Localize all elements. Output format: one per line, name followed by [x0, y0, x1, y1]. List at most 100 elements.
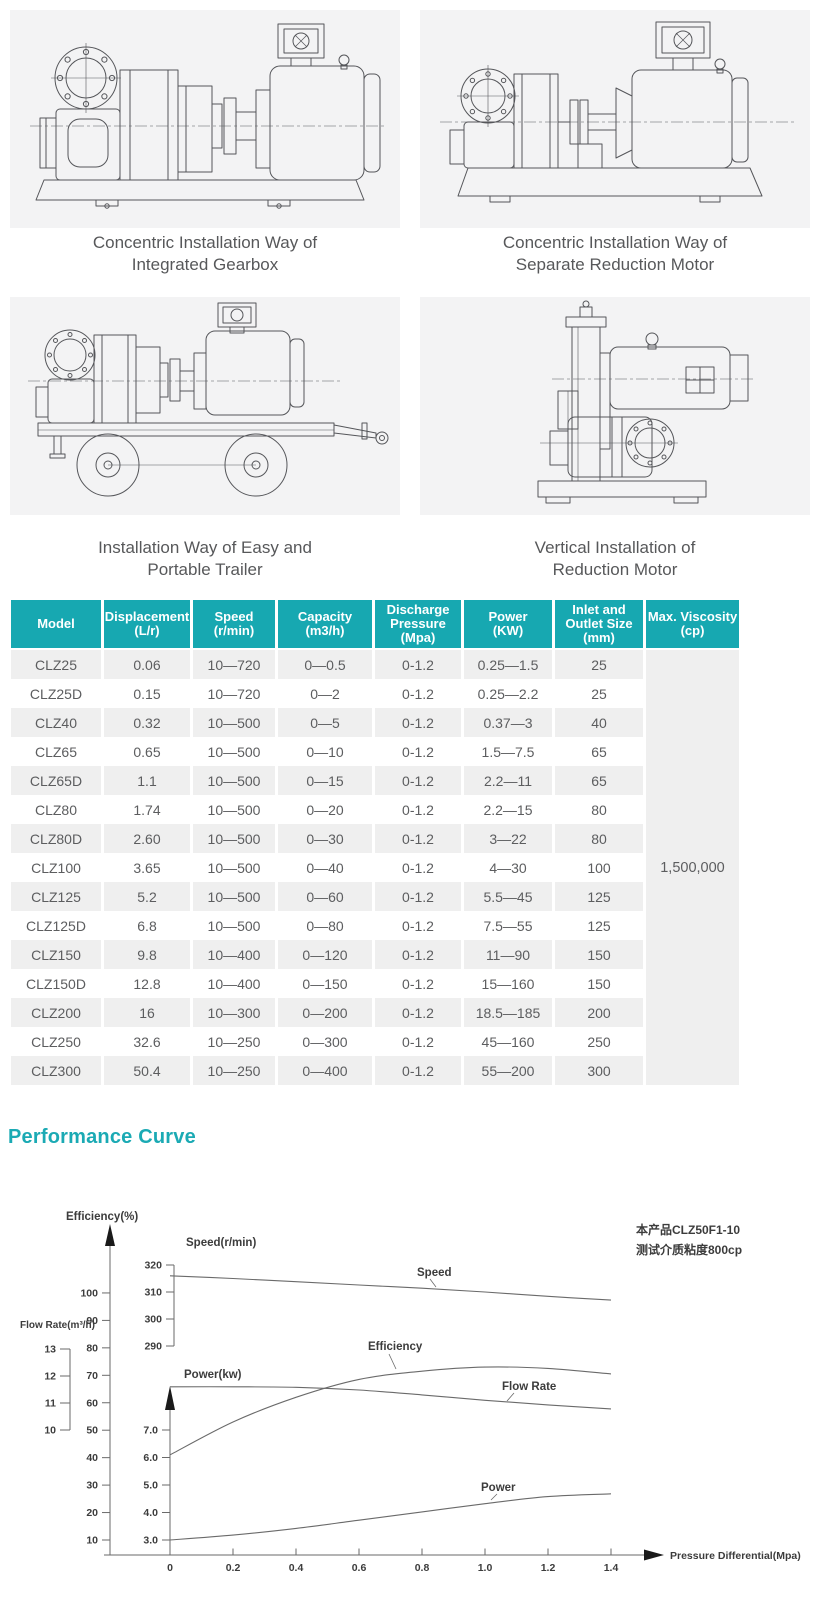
table-cell: 0—120	[278, 940, 372, 969]
table-row: CLZ25 0.06 10—720 0—0.5 0-1.2 0.25—1.5 25 1,500…	[11, 650, 739, 1085]
table-row: CLZ125 5.2 10—500 0—60 0-1.2 5.5—45 125	[11, 882, 739, 911]
efficiency-tick-label: 60	[86, 1397, 98, 1409]
table-cell: 0-1.2	[375, 737, 461, 766]
column-header: Speed (r/min)	[193, 600, 275, 650]
drawing-caption: Concentric Installation Way of Integrate…	[10, 232, 400, 277]
table-cell: 50.4	[104, 1056, 190, 1085]
table-cell: 10—500	[193, 882, 275, 911]
flow-tick-label: 11	[45, 1398, 56, 1410]
efficiency-tick-label: 70	[86, 1370, 98, 1382]
table-cell: 0-1.2	[375, 940, 461, 969]
table-cell: CLZ150D	[11, 969, 101, 998]
table-cell: 0.37—3	[464, 708, 552, 737]
column-header: Displacement (L/r)	[104, 600, 190, 650]
efficiency-tick-label: 50	[86, 1425, 98, 1437]
table-row: CLZ250 32.6 10—250 0—300 0-1.2 45—160 250	[11, 1027, 739, 1056]
section-title: Performance Curve	[8, 1126, 196, 1148]
power-axis-arrow	[165, 1386, 175, 1410]
caption-line: Concentric Installation Way of	[502, 233, 728, 252]
table-cell: 3.65	[104, 853, 190, 882]
table-cell: 0—200	[278, 998, 372, 1027]
flow-axis-title: Flow Rate(m³/h)	[20, 1320, 95, 1331]
curve-flow	[169, 1386, 612, 1410]
drawing-caption: Installation Way of Easy and Portable Tr…	[10, 537, 400, 582]
table-cell: 0—150	[278, 969, 372, 998]
table-cell: 10—500	[193, 737, 275, 766]
x-tick-label: 1.2	[541, 1562, 556, 1574]
drawing-vertical-installation	[420, 297, 810, 515]
table-cell: 10—400	[193, 969, 275, 998]
power-tick-label: 5.0	[143, 1480, 158, 1492]
x-tick-label: 0.4	[289, 1562, 304, 1574]
table-cell: 10—500	[193, 824, 275, 853]
table-cell: 16	[104, 998, 190, 1027]
table-cell: 0—15	[278, 766, 372, 795]
table-cell: CLZ80D	[11, 824, 101, 853]
table-cell: 55—200	[464, 1056, 552, 1085]
table-cell: 10—400	[193, 940, 275, 969]
caption-line: Installation Way of Easy and	[98, 538, 312, 557]
table-cell: 40	[555, 708, 643, 737]
x-tick-label: 0.8	[415, 1562, 430, 1574]
table-cell: 0.32	[104, 708, 190, 737]
table-row: CLZ25D 0.15 10—720 0—2 0-1.2 0.25—2.2 25	[11, 679, 739, 708]
efficiency-axis-arrow	[105, 1224, 115, 1246]
table-cell: 0-1.2	[375, 766, 461, 795]
x-tick-label: 0.6	[352, 1562, 367, 1574]
curve-efficiency	[169, 1366, 612, 1456]
table-cell: CLZ40	[11, 708, 101, 737]
table-cell: 18.5—185	[464, 998, 552, 1027]
flow-tick-label: 10	[44, 1425, 56, 1437]
table-cell: 25	[555, 679, 643, 708]
table-cell: 11—90	[464, 940, 552, 969]
efficiency-tick-label: 30	[86, 1480, 98, 1492]
table-cell: 0-1.2	[375, 1027, 461, 1056]
table-cell: 65	[555, 737, 643, 766]
pump-trailer-illustration	[28, 302, 389, 497]
drawing-separate-reduction-motor	[420, 10, 810, 228]
power-tick-label: 3.0	[143, 1535, 158, 1547]
table-row: CLZ125D 6.8 10—500 0—80 0-1.2 7.5—55 125	[11, 911, 739, 940]
table-cell: 300	[555, 1056, 643, 1085]
caption-line: Vertical Installation of	[534, 538, 696, 557]
column-header: Capacity (m3/h)	[278, 600, 372, 650]
speed-tick-label: 300	[144, 1314, 162, 1326]
power-tick-label: 6.0	[143, 1452, 158, 1464]
table-cell: 10—500	[193, 795, 275, 824]
table-cell: 2.2—11	[464, 766, 552, 795]
table-cell: 5.2	[104, 882, 190, 911]
table-cell: 0—40	[278, 853, 372, 882]
max-viscosity-cell: 1,500,000	[646, 650, 739, 1085]
table-cell: 10—500	[193, 911, 275, 940]
caption-line: Concentric Installation Way of	[92, 233, 318, 252]
table-cell: CLZ125D	[11, 911, 101, 940]
performance-chart: 0 0.2 0.4 0.6 0.8 1.0 1.2 1.4 Pressure Different…	[0, 1180, 818, 1600]
table-cell: 0—60	[278, 882, 372, 911]
speed-tick-label: 310	[144, 1287, 162, 1299]
table-cell: 2.2—15	[464, 795, 552, 824]
table-cell: 0-1.2	[375, 1056, 461, 1085]
caption-line: Reduction Motor	[552, 560, 678, 580]
table-cell: 0—400	[278, 1056, 372, 1085]
table-cell: CLZ200	[11, 998, 101, 1027]
table-cell: 0.15	[104, 679, 190, 708]
table-cell: 0—5	[278, 708, 372, 737]
table-cell: 10—500	[193, 708, 275, 737]
table-cell: 15—160	[464, 969, 552, 998]
curve-label-flow: Flow Rate	[502, 1381, 556, 1393]
table-cell: 0.06	[104, 650, 190, 679]
caption-line: Separate Reduction Motor	[515, 255, 715, 275]
table-cell: 80	[555, 795, 643, 824]
spec-table-header: Model Displacement (L/r) Speed (r/min) Capa…	[11, 600, 739, 650]
x-tick-label: 0	[167, 1562, 173, 1574]
drawing-caption: Concentric Installation Way of Separate …	[420, 232, 810, 277]
power-tick-label: 7.0	[143, 1425, 158, 1437]
table-cell: 0.25—1.5	[464, 650, 552, 679]
table-cell: 200	[555, 998, 643, 1027]
table-cell: 2.60	[104, 824, 190, 853]
table-row: CLZ65D 1.1 10—500 0—15 0-1.2 2.2—11 65	[11, 766, 739, 795]
efficiency-axis-title: Efficiency(%)	[66, 1211, 138, 1223]
column-header: Max. Viscosity (cp)	[646, 600, 739, 650]
table-cell: CLZ150	[11, 940, 101, 969]
table-cell: 10—250	[193, 1027, 275, 1056]
